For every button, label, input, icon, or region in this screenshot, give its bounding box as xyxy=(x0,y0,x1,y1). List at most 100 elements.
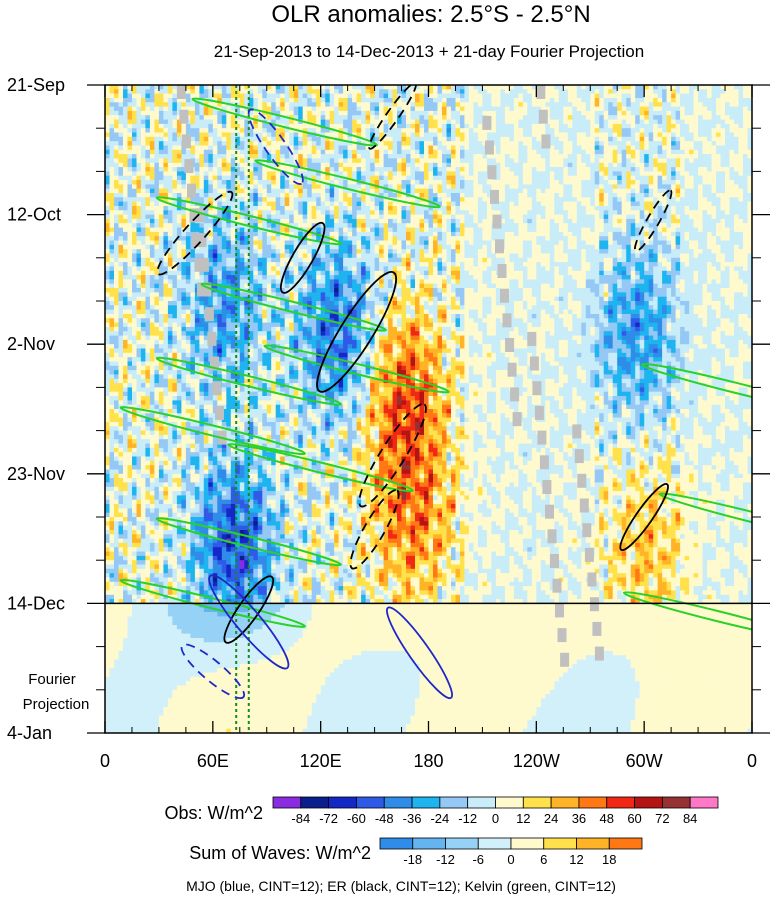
heat-cell xyxy=(284,184,290,190)
heat-cell xyxy=(397,206,403,211)
heat-cell xyxy=(266,197,272,203)
heat-cell xyxy=(284,175,290,181)
heat-cell xyxy=(536,154,542,160)
heat-cell xyxy=(397,227,403,233)
heat-cell xyxy=(567,102,573,108)
heat-cell xyxy=(509,115,515,121)
heat-cell xyxy=(226,201,232,207)
heat-cell xyxy=(635,154,641,160)
heat-cell xyxy=(275,201,281,207)
heat-cell xyxy=(734,106,740,112)
heat-cell xyxy=(451,214,457,220)
heat-cell xyxy=(221,214,227,220)
heat-cell xyxy=(536,201,542,207)
heat-cell xyxy=(720,110,726,116)
heat-cell xyxy=(370,162,376,168)
heat-cell xyxy=(594,167,600,173)
heat-cell xyxy=(500,188,506,194)
heat-cell xyxy=(199,180,205,185)
heat-cell xyxy=(527,193,533,198)
heat-cell xyxy=(329,184,335,190)
heat-cell xyxy=(477,132,483,138)
heat-cell xyxy=(334,123,340,129)
heat-cell xyxy=(284,171,290,177)
heat-cell xyxy=(716,136,722,142)
heat-cell xyxy=(379,128,385,134)
heat-cell xyxy=(212,89,218,95)
heat-cell xyxy=(329,154,335,160)
heat-cell xyxy=(388,231,394,237)
heat-cell xyxy=(666,106,672,112)
heat-cell xyxy=(495,201,501,207)
heat-cell xyxy=(442,85,448,90)
heat-cell xyxy=(585,162,591,168)
heat-cell xyxy=(446,171,452,177)
heat-cell xyxy=(428,214,434,220)
heat-cell xyxy=(549,214,555,220)
heat-cell xyxy=(406,110,412,116)
heat-cell xyxy=(720,184,726,190)
heat-cell xyxy=(374,89,380,95)
heat-cell xyxy=(406,115,412,121)
heat-cell xyxy=(275,132,281,138)
heat-cell xyxy=(725,188,731,194)
heat-cell xyxy=(644,175,650,181)
heat-cell xyxy=(734,149,740,155)
heat-cell xyxy=(477,188,483,194)
heat-cell xyxy=(334,223,340,229)
heat-cell xyxy=(257,214,263,220)
heat-cell xyxy=(275,106,281,112)
heat-cell xyxy=(410,210,416,216)
heat-cell xyxy=(374,98,380,103)
heat-cell xyxy=(675,193,681,198)
heat-cell xyxy=(316,158,322,164)
heat-cell xyxy=(334,98,340,103)
heat-cell xyxy=(176,154,182,160)
heat-cell xyxy=(347,149,353,155)
heat-cell xyxy=(648,89,654,95)
heat-cell xyxy=(230,93,236,99)
heat-cell xyxy=(347,167,353,173)
heat-cell xyxy=(190,141,196,147)
heat-cell xyxy=(464,188,470,194)
heat-cell xyxy=(693,132,699,138)
heat-cell xyxy=(208,115,214,121)
heat-cell xyxy=(585,141,591,147)
heat-cell xyxy=(424,227,430,233)
heat-cell xyxy=(608,184,614,190)
heat-cell xyxy=(406,201,412,207)
heat-cell xyxy=(397,128,403,134)
heat-cell xyxy=(428,98,434,103)
heat-cell xyxy=(473,184,479,190)
heat-cell xyxy=(585,93,591,99)
heat-cell xyxy=(329,180,335,185)
heat-cell xyxy=(720,223,726,229)
heat-cell xyxy=(262,89,268,95)
heat-cell xyxy=(527,132,533,138)
heat-cell xyxy=(410,214,416,220)
heat-cell xyxy=(114,123,120,129)
heat-cell xyxy=(720,206,726,211)
heat-cell xyxy=(590,98,596,103)
heat-cell xyxy=(275,102,281,108)
heat-cell xyxy=(662,102,668,108)
heat-cell xyxy=(594,93,600,99)
heat-cell xyxy=(666,201,672,207)
heat-cell xyxy=(603,119,609,125)
heat-cell xyxy=(289,93,295,99)
heat-cell xyxy=(437,218,443,224)
heat-cell xyxy=(639,106,645,112)
heat-cell xyxy=(136,145,142,151)
heat-cell xyxy=(392,132,398,138)
heat-cell xyxy=(392,227,398,233)
heat-cell xyxy=(176,171,182,177)
heat-cell xyxy=(127,214,133,220)
heat-cell xyxy=(734,102,740,108)
heat-cell xyxy=(531,175,537,181)
heat-cell xyxy=(554,188,560,194)
heat-cell xyxy=(433,136,439,142)
heat-cell xyxy=(356,110,362,116)
heat-cell xyxy=(347,227,353,233)
heat-cell xyxy=(590,136,596,142)
heat-cell xyxy=(626,89,632,95)
